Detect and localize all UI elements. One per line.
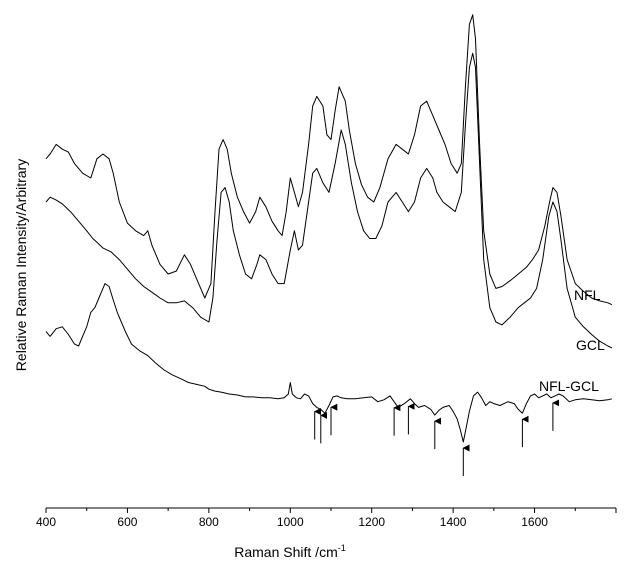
- x-tick-label-1200: 1200: [358, 515, 385, 529]
- x-tick-label-1000: 1000: [277, 515, 304, 529]
- series-label-nfl: NFL: [574, 287, 601, 303]
- series-label-gcl: GCL: [576, 337, 605, 353]
- x-axis-title-superscript: -1: [338, 543, 346, 553]
- x-tick-label-600: 600: [117, 515, 137, 529]
- plot-area: [45, 14, 613, 476]
- series-line-nfl: [45, 14, 613, 306]
- y-axis-title: Relative Raman Intensity/Arbitrary: [13, 159, 29, 371]
- x-tick-label-1400: 1400: [440, 515, 467, 529]
- x-axis-ticks: 400 600 800 1000 1200 1400 1600: [36, 508, 617, 529]
- series-line-gcl: [45, 52, 613, 349]
- x-tick-label-800: 800: [199, 515, 219, 529]
- series-label-nfl-gcl: NFL-GCL: [539, 378, 599, 394]
- x-tick-label-400: 400: [36, 515, 56, 529]
- x-axis-title-text: Raman Shift /cm: [234, 544, 337, 560]
- x-tick-label-1600: 1600: [521, 515, 548, 529]
- series-line-nfl-gcl: [45, 283, 613, 443]
- x-axis-title: Raman Shift /cm-1: [234, 543, 346, 560]
